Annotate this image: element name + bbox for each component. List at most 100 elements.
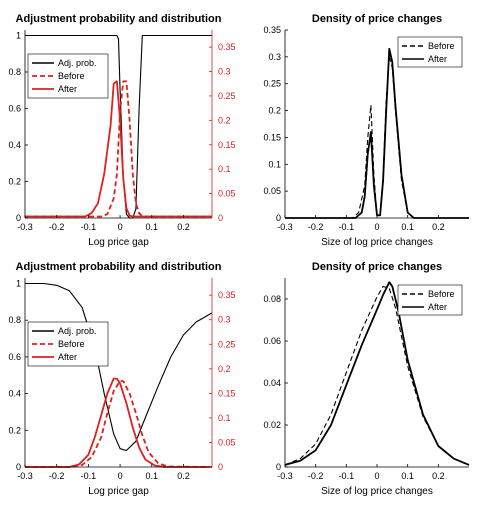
y-tick-label: 0.4 (8, 389, 21, 399)
y-tick-label: 0 (276, 213, 281, 223)
x-tick-label: -0.1 (81, 222, 97, 232)
x-tick-label: -0.2 (49, 222, 65, 232)
series-line-after (25, 377, 212, 468)
x-axis-label: Log price gap (88, 486, 149, 497)
y-tick-label: 0 (276, 462, 281, 472)
chart-panel-1: Adjustment probability and distribution -… (8, 13, 235, 248)
y-tick-label: 0.8 (8, 67, 21, 77)
y2-tick-label: 0.1 (218, 413, 231, 423)
series-line-after (285, 47, 469, 219)
legend-label: Adj. prob. (58, 58, 97, 68)
y-tick-label: 0.25 (263, 79, 281, 89)
x-tick-label: 0.1 (401, 471, 414, 481)
y-tick-label: 0.4 (8, 140, 21, 150)
x-tick-label: -0.1 (81, 471, 97, 481)
y2-tick-label: 0.1 (218, 164, 231, 174)
y-tick-label: 0.02 (263, 420, 281, 430)
y2-tick-label: 0.2 (218, 115, 231, 125)
legend-label: After (428, 302, 447, 312)
y-tick-label: 0.08 (263, 294, 281, 304)
x-tick-label: -0.1 (339, 222, 355, 232)
x-tick-label: 0.2 (432, 222, 445, 232)
y-tick-label: 0.35 (263, 25, 281, 35)
series-line-before (25, 380, 213, 468)
legend: Adj. prob. Before After (27, 321, 109, 367)
series-line-adj-prob (25, 34, 212, 219)
legend-label: Before (58, 339, 85, 349)
x-tick-label: -0.3 (277, 222, 293, 232)
y2-tick-label: 0.2 (218, 364, 231, 374)
x-tick-label: 0.1 (146, 471, 159, 481)
chart-title: Density of price changes (312, 13, 442, 25)
legend: Adj. prob. Before After (27, 53, 109, 99)
y2-tick-label: 0 (218, 462, 223, 472)
x-tick-label: 0.1 (401, 222, 414, 232)
x-tick-label: -0.2 (308, 471, 324, 481)
x-tick-label: -0.3 (277, 471, 293, 481)
y2-tick-label: 0.35 (218, 42, 236, 52)
y2-tick-label: 0 (218, 213, 223, 223)
x-tick-label: -0.3 (17, 222, 33, 232)
y-tick-label: 0.04 (263, 378, 281, 388)
chart-title: Adjustment probability and distribution (16, 261, 222, 273)
legend-label: After (58, 84, 77, 94)
y-tick-label: 1 (16, 30, 21, 40)
series-line-after (25, 80, 212, 218)
legend-box (397, 284, 463, 316)
y2-tick-label: 0.25 (218, 339, 236, 349)
x-tick-label: -0.2 (49, 471, 65, 481)
y2-tick-label: 0.25 (218, 91, 236, 101)
y2-tick-label: 0.05 (218, 437, 236, 447)
legend: Before After (397, 284, 463, 316)
series-line-before (285, 56, 469, 219)
y2-tick-label: 0.15 (218, 140, 236, 150)
legend-label: Before (428, 41, 455, 51)
legend-label: Adj. prob. (58, 326, 97, 336)
y-tick-label: 0.2 (8, 176, 21, 186)
y2-tick-label: 0.15 (218, 388, 236, 398)
legend-label: Before (428, 289, 455, 299)
x-tick-label: 0.1 (146, 222, 159, 232)
y-tick-label: 0.15 (263, 132, 281, 142)
x-tick-label: 0 (118, 222, 123, 232)
y-tick-label: 0.1 (268, 159, 281, 169)
y-tick-label: 0.2 (8, 425, 21, 435)
chart-panel-2: Density of price changes -0.3 -0.2 -0.1 0 0.1… (263, 13, 469, 248)
series-line-before (25, 80, 212, 218)
y-tick-label: 0.6 (8, 103, 21, 113)
x-axis-label: Size of log price changes (321, 486, 433, 497)
y2-tick-label: 0.3 (218, 67, 231, 77)
x-tick-label: -0.1 (339, 471, 355, 481)
legend: Before After (397, 36, 463, 68)
y-tick-label: 0.06 (263, 336, 281, 346)
x-tick-label: 0.2 (177, 222, 190, 232)
legend-label: Before (58, 71, 85, 81)
y-tick-label: 0.8 (8, 315, 21, 325)
y-tick-label: 1 (16, 279, 21, 289)
y2-tick-label: 0.3 (218, 315, 231, 325)
y-tick-label: 0 (16, 462, 21, 472)
y-tick-label: 0.2 (268, 106, 281, 116)
x-tick-label: 0.2 (177, 471, 190, 481)
x-axis-label: Size of log price changes (321, 237, 433, 248)
y-tick-label: 0 (16, 213, 21, 223)
x-tick-label: 0 (118, 471, 123, 481)
x-tick-label: 0 (374, 471, 379, 481)
chart-panel-3: Adjustment probability and distribution -… (8, 261, 235, 497)
x-tick-label: -0.3 (17, 471, 33, 481)
y-tick-label: 0.6 (8, 352, 21, 362)
y-tick-label: 0.3 (268, 52, 281, 62)
x-axis-label: Log price gap (88, 237, 149, 248)
y-tick-label: 0.05 (263, 186, 281, 196)
y2-tick-label: 0.05 (218, 189, 236, 199)
legend-label: After (428, 54, 447, 64)
x-tick-label: 0 (374, 222, 379, 232)
y2-tick-label: 0.35 (218, 290, 236, 300)
x-tick-label: -0.2 (308, 222, 324, 232)
series-line-after (284, 281, 470, 466)
series-line-adj-prob (25, 282, 213, 452)
x-tick-label: 0.2 (432, 471, 445, 481)
chart-title: Density of price changes (312, 261, 442, 273)
legend-box (397, 36, 463, 68)
